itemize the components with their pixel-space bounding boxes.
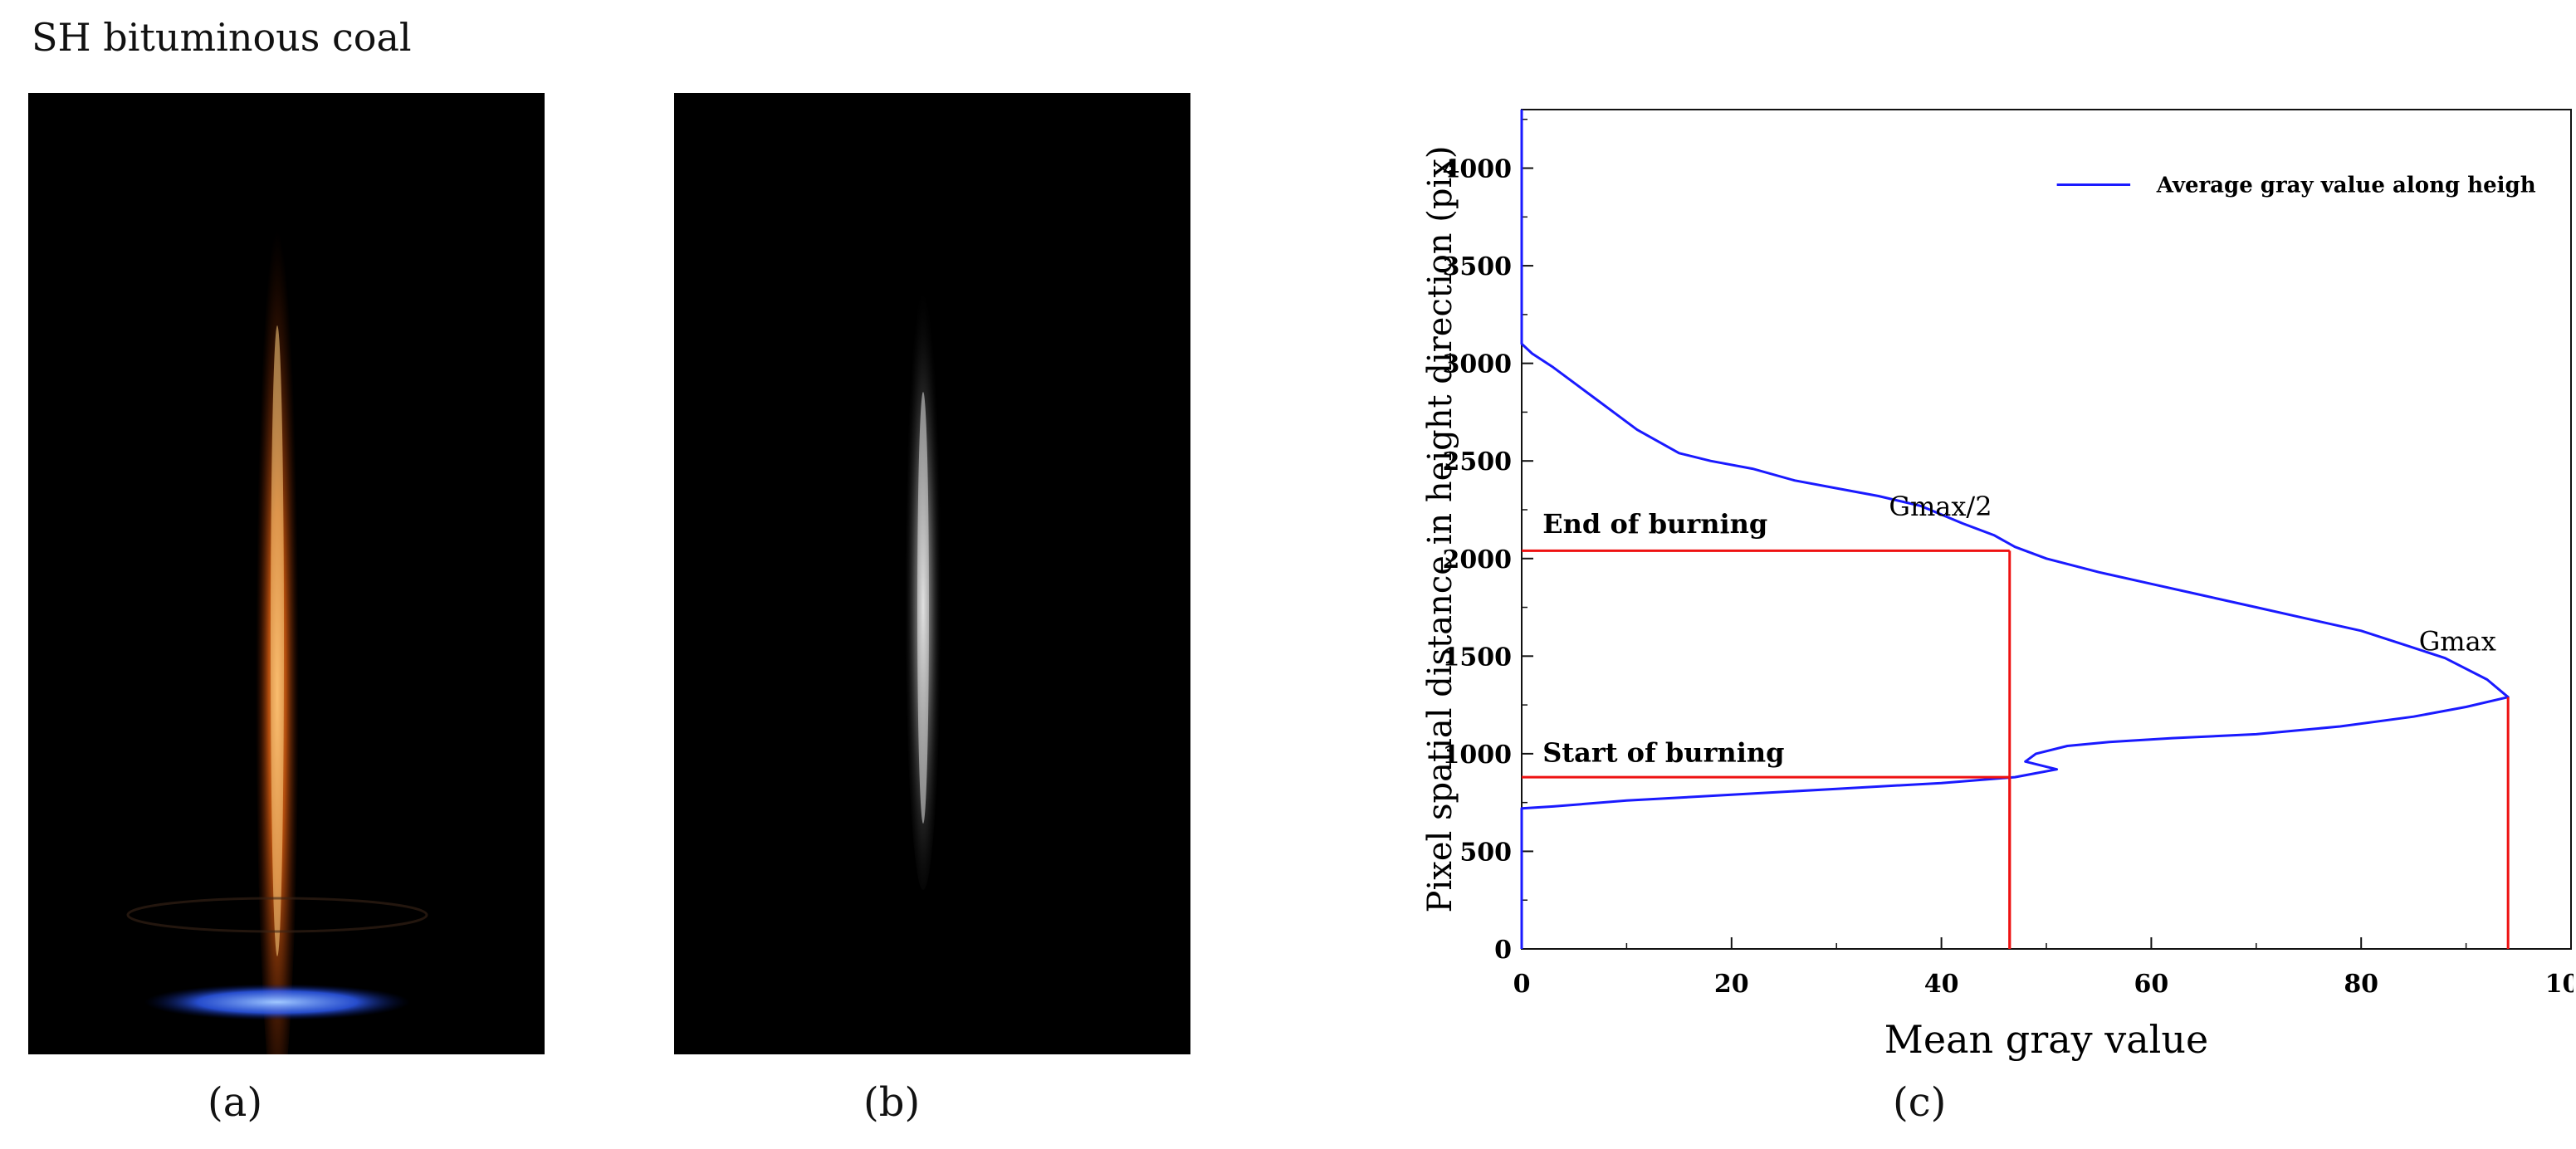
x-tick-label: 80 [2344,970,2378,999]
y-tick-label: 2000 [1443,545,1513,574]
y-tick-label: 4000 [1443,155,1513,184]
data-series-line [1520,110,2510,949]
gray-flame-core [917,392,929,824]
y-tick-label: 0 [1494,936,1512,965]
x-tick-label: 40 [1924,970,1959,999]
flame-color-photo [28,93,545,1054]
y-tick-label: 3000 [1443,350,1513,379]
annotation-text: Gmax [2419,625,2496,657]
flame-grayscale-photo [674,93,1190,1054]
panel-label-c: (c) [1893,1079,1947,1126]
y-tick-label: 3500 [1443,252,1513,281]
flame-core [271,325,284,956]
x-tick-label: 60 [2134,970,2169,999]
gray-value-chart: 0204060801000500100015002000250030003500… [1421,109,2574,1062]
annotation-text: Start of burning [1542,736,1784,768]
x-tick-label: 100 [2545,970,2574,999]
burner-rim [126,897,428,933]
x-axis-label: Mean gray value [1884,1017,2208,1062]
panel-label-b: (b) [863,1079,921,1126]
x-tick-label: 20 [1714,970,1749,999]
y-tick-label: 2500 [1443,447,1513,477]
annotation-text: End of burning [1542,508,1767,540]
annotation-text: Gmax/2 [1889,491,1992,522]
y-axis-label: Pixel spatial distance in height directi… [1421,146,1459,913]
y-tick-label: 1500 [1443,643,1513,672]
x-tick-label: 0 [1513,970,1531,999]
y-tick-label: 1000 [1443,741,1513,770]
blue-burner-flame [144,984,410,1020]
y-tick-label: 500 [1459,838,1512,867]
figure-title: SH bituminous coal [32,15,412,60]
legend-label: Average gray value along heigh [2156,174,2536,198]
flame-gray-image [905,259,941,890]
flame-color-image [126,184,428,1054]
panel-label-a: (a) [208,1079,263,1126]
